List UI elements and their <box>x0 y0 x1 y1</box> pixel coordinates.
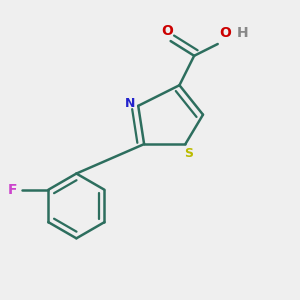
Text: N: N <box>125 97 135 110</box>
Text: O: O <box>162 24 174 38</box>
Text: O: O <box>219 26 231 40</box>
Text: H: H <box>237 26 248 40</box>
Text: S: S <box>184 147 193 160</box>
Text: F: F <box>8 183 17 197</box>
